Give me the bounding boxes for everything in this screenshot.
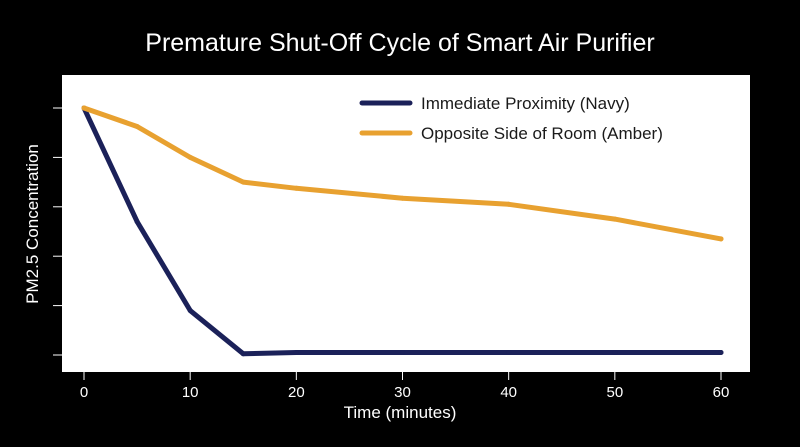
x-tick-label: 40	[500, 384, 517, 401]
data-point	[293, 185, 299, 191]
series-lines	[81, 105, 724, 357]
x-tick-label: 10	[182, 384, 199, 401]
x-tick-label: 30	[394, 384, 411, 401]
data-point	[134, 219, 140, 225]
data-point	[134, 124, 140, 129]
x-tick-label: 50	[606, 384, 623, 401]
x-axis-label: Time (minutes)	[344, 403, 457, 422]
chart-title: Premature Shut-Off Cycle of Smart Air Pu…	[145, 29, 654, 57]
data-point	[187, 154, 193, 160]
data-point	[506, 201, 512, 207]
x-tick-label: 0	[80, 384, 88, 401]
y-axis-ticks	[53, 107, 62, 356]
legend: Immediate Proximity (Navy) Opposite Side …	[359, 94, 663, 143]
data-point	[400, 350, 405, 355]
x-axis-ticks: 0 10 20 30 40 50 60	[80, 372, 730, 401]
data-point	[400, 195, 405, 201]
x-tick-label: 60	[713, 384, 730, 401]
data-point	[187, 308, 193, 313]
y-axis-label: PM2.5 Concentration	[23, 144, 42, 304]
x-tick-label: 20	[288, 384, 305, 401]
data-point	[612, 216, 618, 222]
data-point	[612, 350, 618, 355]
data-point	[506, 350, 512, 355]
data-point	[293, 350, 299, 355]
data-point	[718, 350, 724, 355]
data-point	[240, 351, 246, 357]
legend-label: Immediate Proximity (Navy)	[421, 94, 630, 113]
legend-label: Opposite Side of Room (Amber)	[421, 124, 663, 143]
data-point	[81, 105, 87, 111]
data-point	[240, 179, 246, 185]
data-point	[718, 236, 724, 242]
